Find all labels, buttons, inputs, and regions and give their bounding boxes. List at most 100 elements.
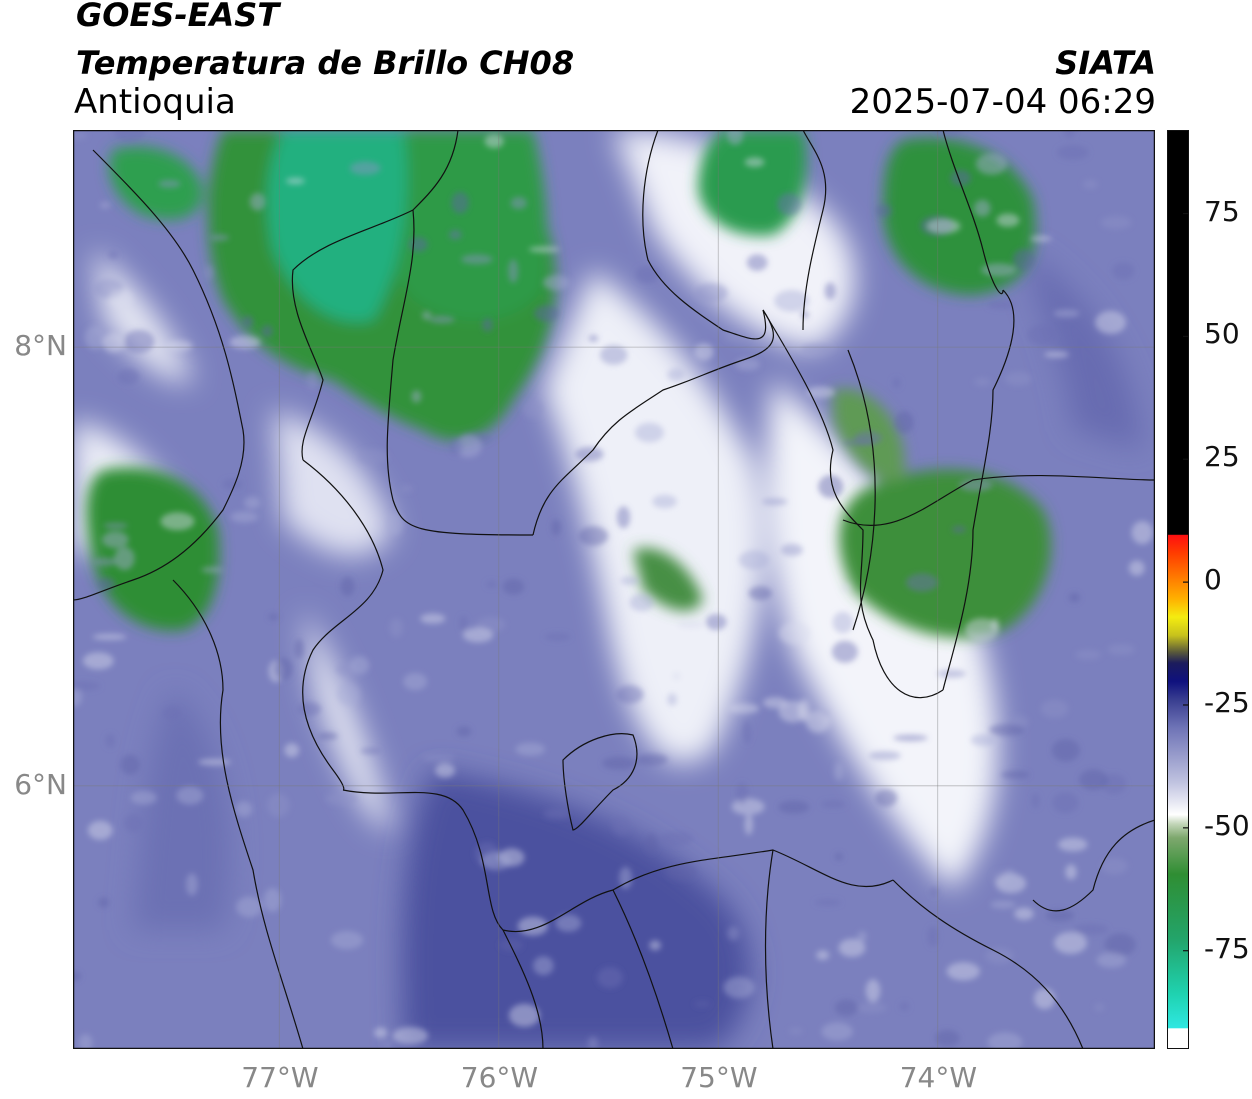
texture-grain — [694, 1000, 711, 1008]
texture-grain — [1054, 931, 1087, 954]
texture-grain — [1031, 793, 1040, 809]
border-line — [942, 130, 1004, 295]
texture-grain — [82, 652, 114, 670]
texture-grain — [515, 742, 546, 756]
colorbar — [1167, 130, 1189, 1049]
texture-grain — [1053, 309, 1080, 318]
texture-grain — [522, 399, 544, 418]
texture-grain — [92, 633, 127, 640]
texture-grain — [649, 940, 661, 951]
map-frame — [72, 129, 1156, 1050]
cold-band — [133, 250, 1143, 1049]
texture-grain — [996, 213, 1020, 227]
texture-grain — [543, 274, 570, 291]
texture-grain — [587, 1036, 599, 1049]
texture-grain — [336, 682, 361, 706]
texture-grain — [318, 732, 338, 740]
texture-grain — [798, 698, 811, 722]
texture-grain — [274, 657, 293, 681]
texture-grain — [117, 368, 140, 385]
border-line — [502, 929, 544, 1049]
colorbar-fill — [1167, 130, 1189, 1049]
texture-grain — [667, 693, 677, 706]
texture-grain — [780, 543, 803, 556]
colorbar-tick-label: -75 — [1204, 931, 1250, 965]
texture-grain — [422, 753, 456, 762]
longitude-tick-label: 77°W — [241, 1061, 319, 1094]
texture-grain — [481, 851, 512, 871]
border-line — [762, 309, 944, 699]
texture-grain — [382, 1040, 392, 1049]
texture-grain — [1079, 769, 1108, 791]
texture-grain — [807, 386, 835, 399]
variable-title: Temperatura de Brillo CH08 — [76, 44, 575, 82]
texture-grain — [451, 191, 469, 214]
texture-grain — [588, 335, 599, 342]
texture-grain — [389, 618, 404, 638]
latitude-tick-label: 6°N — [14, 767, 67, 801]
texture-grain — [970, 734, 996, 746]
texture-grain — [1012, 248, 1035, 271]
texture-grain — [658, 831, 694, 847]
texture-grain — [267, 793, 290, 818]
texture-grain — [724, 331, 749, 342]
texture-grain — [1044, 351, 1069, 358]
texture-grain — [578, 526, 609, 546]
border-line — [642, 130, 767, 340]
texture-grain — [597, 967, 623, 989]
texture-grain — [386, 512, 404, 536]
texture-grain — [975, 153, 1008, 175]
texture-grain — [484, 134, 504, 149]
texture-grain — [652, 494, 677, 509]
colorbar-tick-label: 75 — [1204, 194, 1240, 228]
texture-grain — [814, 899, 842, 906]
texture-grain — [620, 576, 640, 586]
texture-grain — [435, 763, 455, 778]
texture-grain — [103, 522, 128, 529]
texture-grain — [528, 246, 561, 253]
border-line — [942, 289, 1015, 691]
coastline — [172, 579, 304, 1049]
texture-grain — [843, 439, 876, 446]
border-line — [386, 209, 534, 536]
texture-grain — [555, 914, 582, 932]
texture-grain — [985, 947, 1014, 964]
texture-grain — [101, 531, 129, 549]
texture-grain — [1094, 1003, 1105, 1012]
texture-grain — [612, 816, 631, 836]
texture-grain — [946, 962, 980, 981]
texture-grain — [974, 199, 991, 217]
texture-grain — [616, 685, 644, 704]
texture-grain — [1100, 216, 1132, 229]
texture-grain — [462, 627, 494, 643]
texture-grain — [456, 726, 472, 737]
texture-grain — [1075, 649, 1101, 660]
texture-grain — [502, 578, 525, 595]
texture-grain — [665, 862, 698, 881]
texture-grain — [667, 368, 685, 381]
texture-grains — [73, 130, 1154, 1049]
texture-grain — [1131, 521, 1154, 545]
gridlines — [73, 130, 1155, 1049]
texture-grain — [73, 971, 82, 982]
texture-grain — [602, 756, 637, 770]
texture-grain — [400, 485, 414, 492]
texture-grain — [222, 478, 243, 490]
border-line — [562, 733, 638, 831]
texture-grain — [166, 340, 193, 352]
texture-grain — [728, 703, 760, 714]
texture-grain — [204, 265, 214, 280]
texture-grain — [551, 519, 561, 536]
texture-grain — [875, 789, 898, 807]
texture-grain — [841, 583, 851, 592]
texture-grain — [340, 576, 355, 597]
longitude-tick-label: 76°W — [460, 1061, 539, 1094]
texture-grain — [160, 512, 195, 531]
border-line — [847, 349, 876, 631]
texture-grain — [306, 370, 319, 390]
texture-grain — [1014, 907, 1034, 920]
texture-grain — [403, 672, 428, 691]
texture-grain — [672, 672, 681, 681]
colorbar-tick-label: -50 — [1204, 808, 1250, 842]
texture-grain — [831, 640, 859, 663]
